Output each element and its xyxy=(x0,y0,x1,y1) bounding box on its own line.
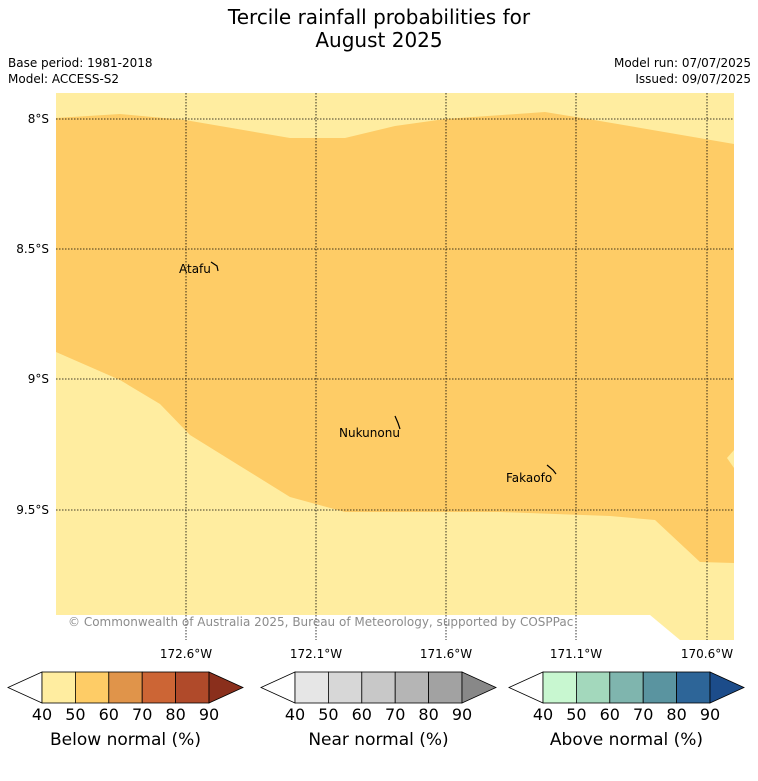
lon-label-172-6: 172.6°W xyxy=(160,647,212,661)
legend-label-near-normal: Near normal (%) xyxy=(308,730,449,750)
lon-label-172-1: 172.1°W xyxy=(290,647,342,661)
colorbar-tick-label: 60 xyxy=(600,705,620,724)
colorbar-tick-label: 60 xyxy=(352,705,372,724)
colorbar-extend-high xyxy=(709,671,745,704)
issued-date: Issued: 09/07/2025 xyxy=(635,72,751,86)
map-area: Atafu Nukunonu Fakaofo © Commonwealth of… xyxy=(56,93,734,640)
colorbar-segment xyxy=(294,671,329,704)
colorbar-extend-high xyxy=(208,671,244,704)
colorbar-above-normal: 40 50 60 70 80 90 xyxy=(508,671,745,724)
colorbar-segment xyxy=(327,671,363,704)
model-run: Model run: 07/07/2025 xyxy=(613,56,751,70)
colorbar-segment xyxy=(361,671,396,704)
colorbar-segment xyxy=(428,671,463,704)
colorbar-tick-label: 80 xyxy=(418,705,438,724)
colorbar-segment xyxy=(175,671,210,704)
colorbar-segment xyxy=(609,671,644,704)
colorbar-tick-label: 50 xyxy=(65,705,85,724)
lon-label-171-1: 171.1°W xyxy=(550,647,602,661)
atoll-atafu xyxy=(210,261,219,272)
colorbar-tick-label: 70 xyxy=(385,705,405,724)
legend-label-above-normal: Above normal (%) xyxy=(549,730,704,750)
colorbar-segment xyxy=(41,671,76,704)
lon-label-171-6: 171.6°W xyxy=(420,647,472,661)
chart-title-line2: August 2025 xyxy=(315,28,443,52)
colorbar-tick-label: 40 xyxy=(32,705,52,724)
colorbar-tick-label: 50 xyxy=(318,705,338,724)
colorbar-below-normal: 40 50 60 70 80 90 xyxy=(7,671,244,724)
colorbar-tick-label: 90 xyxy=(199,705,219,724)
colorbar-legends: 40 50 60 70 80 90 40 50 60 70 80 90 40 50 60 70 80 90 xyxy=(7,671,745,724)
lat-label-8: 8°S xyxy=(28,112,49,126)
colorbar-tick-label: 70 xyxy=(132,705,152,724)
legend-label-below-normal: Below normal (%) xyxy=(50,730,201,750)
colorbar-segment xyxy=(75,671,110,704)
colorbar-extend-high xyxy=(461,671,497,704)
graticule xyxy=(56,93,734,640)
colorbar-tick-label: 40 xyxy=(285,705,305,724)
place-label-fakaofo: Fakaofo xyxy=(506,471,552,485)
colorbar-extend-low xyxy=(260,671,296,704)
colorbar-tick-label: 50 xyxy=(566,705,586,724)
chart-title-line1: Tercile rainfall probabilities for xyxy=(227,5,531,29)
colorbar-segment xyxy=(108,671,143,704)
base-period: Base period: 1981-2018 xyxy=(8,56,153,70)
colorbar-tick-label: 90 xyxy=(700,705,720,724)
colorbar-tick-label: 70 xyxy=(633,705,653,724)
place-label-atafu: Atafu xyxy=(179,262,211,276)
colorbar-tick-label: 60 xyxy=(99,705,119,724)
atoll-fakaofo xyxy=(546,464,557,475)
lon-label-170-6: 170.6°W xyxy=(681,647,733,661)
colorbar-segment xyxy=(542,671,577,704)
place-label-nukunonu: Nukunonu xyxy=(339,426,400,440)
colorbar-near-normal: 40 50 60 70 80 90 xyxy=(260,671,497,724)
colorbar-tick-label: 80 xyxy=(666,705,686,724)
colorbar-extend-low xyxy=(508,671,544,704)
colorbar-segment xyxy=(676,671,711,704)
lat-label-9-5: 9.5°S xyxy=(16,503,49,517)
lat-label-8-5: 8.5°S xyxy=(16,242,49,256)
colorbar-segment xyxy=(141,671,176,704)
colorbar-segment xyxy=(576,671,611,704)
colorbar-segment xyxy=(642,671,678,704)
colorbar-tick-label: 90 xyxy=(452,705,472,724)
atolls xyxy=(210,261,557,475)
atoll-nukunonu xyxy=(394,415,401,430)
lat-label-9: 9°S xyxy=(28,372,49,386)
model-name: Model: ACCESS-S2 xyxy=(8,72,120,86)
colorbar-extend-low xyxy=(7,671,43,704)
region-below-50-60 xyxy=(56,112,734,563)
copyright-notice: © Commonwealth of Australia 2025, Bureau… xyxy=(68,615,573,629)
colorbar-segment xyxy=(394,671,430,704)
colorbar-tick-label: 80 xyxy=(165,705,185,724)
colorbar-tick-label: 40 xyxy=(533,705,553,724)
